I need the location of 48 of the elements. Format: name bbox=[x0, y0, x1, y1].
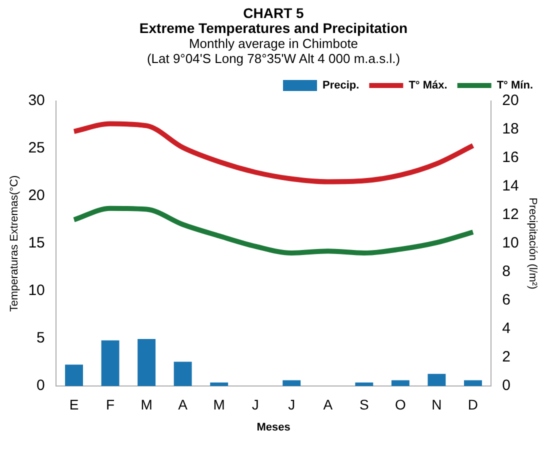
x-tick-label: O bbox=[394, 396, 406, 412]
bar bbox=[464, 380, 482, 386]
x-tick-label: D bbox=[468, 396, 478, 412]
x-tick-label: M bbox=[213, 396, 225, 412]
y2-tick-label: 20 bbox=[502, 92, 519, 110]
x-tick-label: E bbox=[69, 396, 79, 412]
y-tick-label: 15 bbox=[28, 234, 45, 252]
bar bbox=[101, 340, 120, 386]
x-axis-title: Meses bbox=[256, 421, 290, 434]
bar bbox=[355, 382, 374, 386]
y-axis-title: Temperaturas Extremas(°C) bbox=[8, 175, 21, 312]
chart-subtitle: Monthly average in Chimbote (Lat 9°04'S Long 78°35'W Alt 4 000 m.a.s.l.) bbox=[146, 36, 402, 66]
y-tick-label: 0 bbox=[36, 377, 45, 394]
bar bbox=[210, 382, 228, 386]
bar bbox=[138, 338, 156, 386]
y-tick-label: 10 bbox=[28, 282, 45, 300]
chart-title: CHART 5 Extreme Temperatures and Precipitation bbox=[138, 5, 409, 36]
y2-axis-title: Precipitación (l/m²) bbox=[526, 198, 538, 290]
bar bbox=[65, 364, 83, 386]
x-tick-label: N bbox=[432, 396, 442, 412]
y2-tick-label: 6 bbox=[502, 292, 510, 309]
bar bbox=[428, 374, 446, 386]
y2-tick-label: 10 bbox=[502, 234, 519, 252]
y2-tick-label: 12 bbox=[502, 206, 519, 224]
bar bbox=[174, 362, 192, 386]
x-tick-label: M bbox=[140, 396, 152, 412]
legend-label: T° Máx. bbox=[408, 80, 448, 92]
x-tick-label: F bbox=[106, 396, 115, 412]
y-tick-label: 30 bbox=[28, 92, 45, 110]
y-tick-label: 25 bbox=[28, 140, 45, 157]
x-tick-label: J bbox=[288, 396, 296, 412]
x-tick-label: J bbox=[252, 396, 259, 412]
x-tick-label: S bbox=[360, 396, 369, 412]
bar bbox=[391, 380, 410, 386]
x-tick-label: A bbox=[323, 396, 334, 412]
y2-tick-label: 8 bbox=[502, 263, 510, 280]
y2-tick-label: 2 bbox=[502, 348, 510, 366]
y2-tick-label: 4 bbox=[502, 320, 510, 338]
bar bbox=[282, 380, 301, 386]
y2-tick-label: 16 bbox=[502, 149, 519, 166]
legend-label: T° Mín. bbox=[496, 80, 534, 92]
y2-tick-label: 0 bbox=[502, 377, 510, 394]
y2-tick-label: 18 bbox=[502, 120, 519, 138]
y2-tick-label: 14 bbox=[502, 178, 519, 195]
legend-label: Precip. bbox=[322, 80, 360, 92]
y-tick-label: 20 bbox=[28, 187, 45, 204]
y-tick-label: 5 bbox=[36, 330, 45, 347]
x-tick-label: A bbox=[178, 396, 188, 412]
